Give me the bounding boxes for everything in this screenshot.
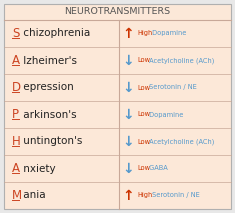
Text: ↓: ↓ bbox=[123, 161, 134, 176]
Text: Low: Low bbox=[138, 166, 151, 171]
Text: High: High bbox=[138, 193, 153, 199]
Text: Low: Low bbox=[138, 111, 151, 118]
Text: lzheimer's: lzheimer's bbox=[20, 56, 77, 66]
Text: A: A bbox=[12, 54, 20, 67]
Text: Acetylcholine (ACh): Acetylcholine (ACh) bbox=[147, 57, 215, 64]
Text: untington's: untington's bbox=[20, 137, 82, 147]
Text: ↓: ↓ bbox=[123, 134, 134, 148]
Text: Dopamine: Dopamine bbox=[150, 30, 187, 36]
Text: Serotonin / NE: Serotonin / NE bbox=[150, 193, 200, 199]
Text: GABA: GABA bbox=[147, 166, 168, 171]
Text: ↓: ↓ bbox=[123, 108, 134, 121]
Text: Dopamine: Dopamine bbox=[147, 111, 184, 118]
Text: High: High bbox=[138, 30, 153, 36]
Text: P: P bbox=[12, 108, 19, 121]
Text: Acetylcholine (ACh): Acetylcholine (ACh) bbox=[147, 138, 215, 145]
Text: D: D bbox=[12, 81, 21, 94]
Text: Serotonin / NE: Serotonin / NE bbox=[147, 85, 197, 91]
Text: A: A bbox=[12, 162, 20, 175]
Text: S: S bbox=[12, 27, 19, 40]
Text: ↑: ↑ bbox=[123, 189, 134, 203]
Text: ↓: ↓ bbox=[123, 81, 134, 95]
Text: ania: ania bbox=[20, 190, 46, 200]
Text: Low: Low bbox=[138, 58, 151, 63]
Text: M: M bbox=[12, 189, 22, 202]
Text: H: H bbox=[12, 135, 21, 148]
Text: ↓: ↓ bbox=[123, 53, 134, 68]
Text: Low: Low bbox=[138, 138, 151, 144]
Text: Low: Low bbox=[138, 85, 151, 91]
Text: NEUROTRANSMITTERS: NEUROTRANSMITTERS bbox=[64, 7, 171, 16]
Text: epression: epression bbox=[20, 82, 74, 92]
Text: ↑: ↑ bbox=[123, 26, 134, 40]
Text: chizophrenia: chizophrenia bbox=[20, 29, 90, 39]
Text: arkinson's: arkinson's bbox=[20, 109, 77, 119]
Text: nxiety: nxiety bbox=[20, 164, 56, 174]
